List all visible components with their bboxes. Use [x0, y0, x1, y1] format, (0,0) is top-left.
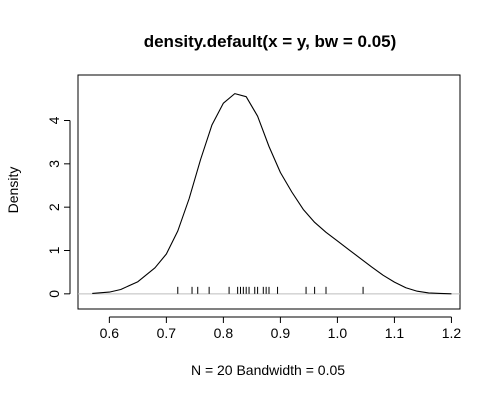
x-tick-label: 0.8: [214, 325, 234, 341]
y-tick-label: 3: [46, 160, 62, 168]
y-axis-label: Density: [5, 167, 21, 214]
y-tick-label: 4: [46, 116, 62, 124]
x-axis-label: N = 20 Bandwidth = 0.05: [191, 362, 345, 378]
density-curve: [92, 93, 452, 295]
x-tick-label: 0.7: [157, 325, 177, 341]
y-tick-label: 0: [46, 290, 62, 298]
x-tick-label: 1.0: [328, 325, 348, 341]
x-tick-label: 1.2: [442, 325, 462, 341]
y-tick-label: 2: [46, 203, 62, 211]
y-axis: 0 1 2 3 4: [46, 116, 71, 298]
x-tick-label: 0.9: [271, 325, 291, 341]
plot-frame: [77, 74, 461, 310]
chart-title: density.default(x = y, bw = 0.05): [144, 32, 397, 51]
x-tick-label: 1.1: [385, 325, 405, 341]
plot-layer: [78, 93, 460, 295]
x-tick-label: 0.6: [100, 325, 120, 341]
y-tick-label: 1: [46, 246, 62, 254]
x-axis: 0.6 0.7 0.8 0.9 1.0 1.1 1.2: [100, 316, 462, 341]
